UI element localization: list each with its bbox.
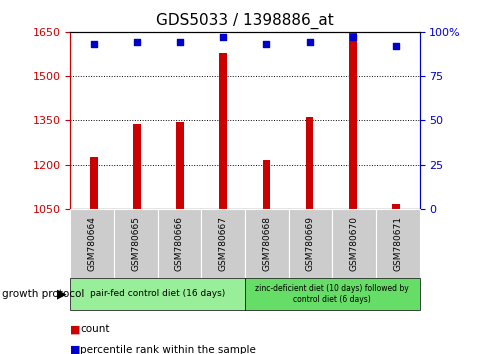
Bar xyxy=(391,205,399,209)
Point xyxy=(90,41,98,47)
Text: GSM780665: GSM780665 xyxy=(131,216,140,271)
Bar xyxy=(305,116,313,209)
Text: growth protocol: growth protocol xyxy=(2,289,85,299)
Text: GSM780670: GSM780670 xyxy=(349,216,358,271)
Text: ▶: ▶ xyxy=(57,287,67,300)
Point xyxy=(305,40,313,45)
Point xyxy=(262,41,270,47)
Text: ■: ■ xyxy=(70,345,81,354)
Bar xyxy=(262,160,270,209)
Point xyxy=(133,40,141,45)
Text: GSM780668: GSM780668 xyxy=(262,216,271,271)
Point xyxy=(176,40,184,45)
Point xyxy=(391,43,399,49)
Text: GSM780671: GSM780671 xyxy=(393,216,401,271)
Bar xyxy=(348,33,356,209)
Text: GSM780667: GSM780667 xyxy=(218,216,227,271)
Bar xyxy=(176,122,184,209)
Text: ■: ■ xyxy=(70,324,81,334)
Title: GDS5033 / 1398886_at: GDS5033 / 1398886_at xyxy=(156,13,333,29)
Text: GSM780664: GSM780664 xyxy=(88,216,96,271)
Text: GSM780669: GSM780669 xyxy=(305,216,314,271)
Bar xyxy=(90,156,98,209)
Text: percentile rank within the sample: percentile rank within the sample xyxy=(80,345,256,354)
Text: GSM780666: GSM780666 xyxy=(175,216,183,271)
Text: pair-fed control diet (16 days): pair-fed control diet (16 days) xyxy=(90,289,225,298)
Text: zinc-deficient diet (10 days) followed by
control diet (6 days): zinc-deficient diet (10 days) followed b… xyxy=(255,284,408,303)
Point xyxy=(348,34,356,40)
Bar xyxy=(219,52,227,209)
Point xyxy=(219,34,227,40)
Text: count: count xyxy=(80,324,109,334)
Bar xyxy=(133,124,141,209)
